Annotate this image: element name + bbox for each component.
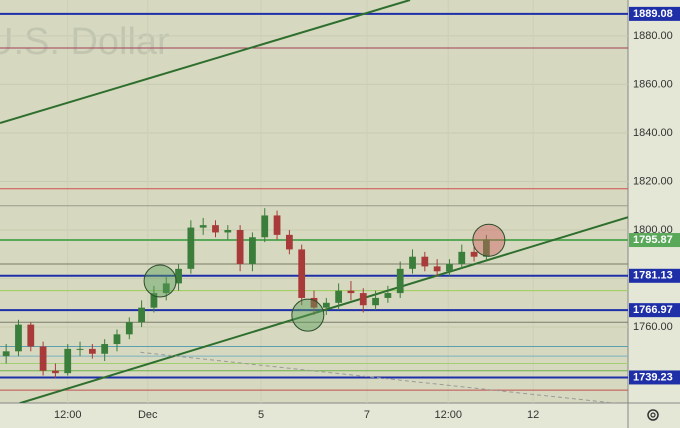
candle-body [113, 334, 121, 345]
x-tick-label: 12 [527, 409, 539, 421]
candle-body [298, 249, 306, 298]
candle-body [125, 322, 133, 335]
y-tick-label: 1760.00 [633, 321, 673, 333]
candle-body [261, 215, 269, 238]
candle-body [27, 324, 35, 347]
candle-body [458, 251, 466, 264]
marker-circle [291, 298, 325, 332]
candle-body [162, 283, 170, 294]
candle-body [470, 251, 478, 257]
candle-body [285, 234, 293, 250]
price-label-box [629, 370, 680, 385]
candle-body [199, 225, 207, 228]
candle-body [187, 227, 195, 269]
candle-body [64, 348, 72, 374]
candle-body [175, 268, 182, 284]
candle-body [483, 239, 490, 257]
price-label: 1766.97 [633, 304, 673, 316]
y-tick-label: 1880.00 [633, 30, 673, 42]
candle-body [88, 348, 96, 354]
x-tick-label: 12:00 [54, 409, 82, 421]
price-label: 1795.87 [633, 234, 673, 246]
time-axis [0, 403, 628, 428]
y-tick-label: 1860.00 [633, 78, 673, 90]
marker-circle [143, 264, 177, 298]
y-tick-label: 1800.00 [633, 224, 673, 236]
price-label-box [629, 268, 680, 283]
candle-body [347, 290, 355, 294]
candle-body [39, 346, 47, 371]
candle-body [138, 307, 145, 323]
price-label-box [629, 6, 680, 21]
y-tick-label: 1840.00 [633, 127, 673, 139]
price-axis [628, 0, 680, 428]
plot-background [0, 0, 628, 403]
price-label-box [629, 303, 680, 318]
trend-line [19, 216, 628, 403]
price-label-box [629, 233, 680, 248]
y-tick-label: 1820.00 [633, 175, 673, 187]
candle-body [101, 344, 109, 354]
x-tick-label: 12:00 [434, 409, 462, 421]
candle-body [310, 297, 318, 308]
x-tick-label: 5 [258, 409, 264, 421]
candle-body [409, 256, 416, 269]
marker-circle [472, 223, 506, 257]
trend-line [0, 0, 411, 124]
candle-body [273, 215, 281, 235]
settings-icon[interactable] [647, 409, 659, 421]
candle-body [359, 293, 367, 306]
candle-body [15, 324, 22, 352]
candle-body [150, 293, 158, 308]
price-label: 1889.08 [633, 8, 673, 20]
candle-body [2, 351, 10, 357]
candle-body [322, 302, 330, 308]
candle-body [335, 290, 343, 303]
candle-body [384, 293, 392, 298]
candle-body [433, 266, 441, 272]
trend-line [140, 351, 616, 403]
candle-body [446, 263, 453, 272]
candle-body [224, 230, 232, 233]
candle-body [52, 370, 59, 374]
candle-body [421, 256, 429, 267]
candle-body [76, 348, 84, 350]
candle-body [396, 268, 404, 294]
price-label: 1781.13 [633, 270, 673, 282]
candle-body [236, 230, 244, 264]
watermark: U.S. Dollar [0, 21, 170, 63]
x-tick-label: Dec [138, 409, 158, 421]
candle-body [212, 225, 219, 233]
plot [0, 0, 628, 403]
price-label: 1739.23 [633, 371, 673, 383]
candle-body [372, 297, 379, 306]
x-tick-label: 7 [364, 409, 370, 421]
candle-body [249, 237, 256, 264]
